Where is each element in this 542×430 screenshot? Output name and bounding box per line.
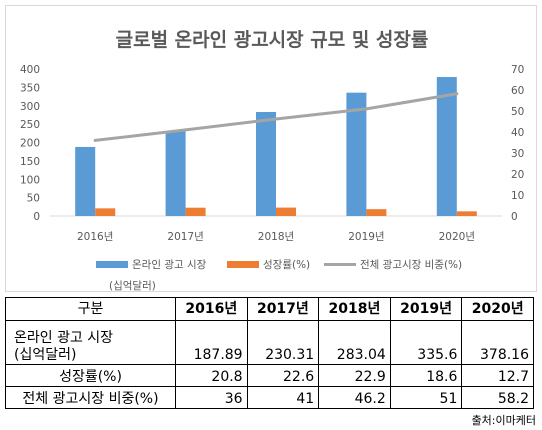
y-tick-label-right: 40	[511, 127, 524, 139]
bar-online-ad	[75, 146, 96, 216]
table-row-label: 온라인 광고 시장 (십억달러)	[5, 320, 176, 365]
bar-growth-rate	[366, 209, 387, 216]
legend-label-growth: 성장률(%)	[263, 259, 310, 271]
line-point-share	[455, 92, 459, 96]
table-cell: 58.2	[461, 386, 534, 409]
bar-online-ad	[256, 111, 276, 216]
y-tick-label-right: 60	[511, 85, 524, 97]
table-cell: 335.6	[389, 320, 463, 365]
table-cell: 230.31	[246, 320, 320, 365]
table-cell: 20.8	[175, 364, 248, 387]
legend-swatch-growth	[227, 261, 259, 268]
bar-growth-rate	[95, 208, 116, 216]
table-cell: 378.16	[461, 320, 534, 365]
row-label-line1: 온라인 광고 시장	[14, 330, 114, 346]
table-row: 온라인 광고 시장 (십억달러) 187.89 230.31 283.04 33…	[5, 320, 534, 365]
x-tick-label: 2018년	[258, 231, 294, 243]
table-cell: 36	[175, 386, 248, 409]
y-tick-label-right: 50	[511, 106, 524, 118]
table-cell: 51	[389, 386, 463, 409]
y-tick-label-left: 400	[20, 64, 40, 76]
line-series-group	[93, 92, 459, 142]
legend-sublabel-online-ad: (십억달러)	[109, 280, 156, 292]
chart-container: 글로벌 온라인 광고시장 규모 및 성장률 0 50 100 150 200 250 300…	[5, 5, 537, 292]
bar-online-ad	[165, 131, 186, 216]
x-axis-categories: 2016년 2017년 2018년 2019년 2020년	[77, 231, 475, 243]
y-tick-label-left: 50	[27, 193, 40, 205]
legend: 온라인 광고 시장 (십억달러) 성장률(%) 전체 광고시장 비중(%)	[96, 259, 462, 292]
y-tick-label-left: 100	[20, 174, 40, 186]
table-cell: 46.2	[318, 386, 391, 409]
table-cell: 187.89	[175, 320, 248, 365]
line-point-share	[93, 138, 97, 142]
bar-online-ad	[346, 92, 367, 216]
line-point-share	[364, 107, 368, 111]
table-cell: 41	[246, 386, 320, 409]
table-header-cell: 2019년	[389, 297, 463, 321]
bar-growth-rate	[276, 207, 296, 216]
bars-group	[75, 77, 477, 216]
y-axis-left: 0 50 100 150 200 250 300 350 400	[20, 64, 40, 223]
y-tick-label-left: 300	[20, 101, 40, 113]
table-header-cell: 2018년	[318, 297, 391, 321]
x-tick-label: 2017년	[167, 231, 203, 243]
table-row-label: 전체 광고시장 비중(%)	[5, 386, 176, 409]
x-tick-label: 2016년	[77, 231, 113, 243]
y-tick-label-right: 10	[511, 190, 524, 202]
table-cell: 18.6	[389, 364, 463, 387]
data-table: 구분 2016년 2017년 2018년 2019년 2020년 온라인 광고 …	[5, 297, 534, 409]
table-header-cell: 2020년	[461, 297, 534, 321]
x-tick-label: 2019년	[348, 231, 384, 243]
y-axis-right: 0 10 20 30 40 50 60 70	[511, 64, 524, 223]
table-cell: 283.04	[318, 320, 391, 365]
legend-label-online-ad: 온라인 광고 시장	[132, 259, 207, 271]
table-header-cell: 2017년	[246, 297, 320, 321]
table-row: 성장률(%) 20.8 22.6 22.9 18.6 12.7	[5, 364, 534, 387]
chart-title: 글로벌 온라인 광고시장 규모 및 성장률	[116, 29, 429, 51]
table-cell: 22.6	[246, 364, 320, 387]
table-row-label: 성장률(%)	[5, 364, 176, 387]
y-tick-label-left: 200	[20, 138, 40, 150]
legend-label-share: 전체 광고시장 비중(%)	[360, 259, 462, 271]
line-point-share	[274, 117, 278, 121]
y-tick-label-left: 350	[20, 82, 40, 94]
bar-online-ad	[436, 77, 457, 216]
line-point-share	[184, 128, 188, 132]
x-tick-label: 2020년	[439, 231, 475, 243]
source-note: 출처:이마케터	[471, 414, 536, 427]
y-tick-label-right: 20	[511, 169, 524, 181]
y-tick-label-right: 30	[511, 148, 524, 160]
legend-swatch-online-ad	[96, 261, 128, 268]
y-tick-label-left: 150	[20, 156, 40, 168]
table-header-cell: 2016년	[175, 297, 248, 321]
chart-svg: 글로벌 온라인 광고시장 규모 및 성장률 050100150200250300…	[20, 29, 524, 292]
table-cell: 12.7	[461, 364, 534, 387]
table-cell: 22.9	[318, 364, 391, 387]
y-tick-label-right: 70	[511, 64, 524, 76]
row-label-line2: (십억달러)	[14, 347, 77, 363]
table-header-row: 구분 2016년 2017년 2018년 2019년 2020년	[5, 297, 534, 321]
bar-growth-rate	[456, 211, 477, 216]
y-tick-label-left: 0	[33, 211, 40, 223]
y-tick-label-left: 250	[20, 119, 40, 131]
table-header-cell: 구분	[5, 297, 176, 321]
table-row: 전체 광고시장 비중(%) 36 41 46.2 51 58.2	[5, 386, 534, 409]
bar-growth-rate	[185, 207, 206, 216]
y-tick-label-right: 0	[511, 211, 518, 223]
